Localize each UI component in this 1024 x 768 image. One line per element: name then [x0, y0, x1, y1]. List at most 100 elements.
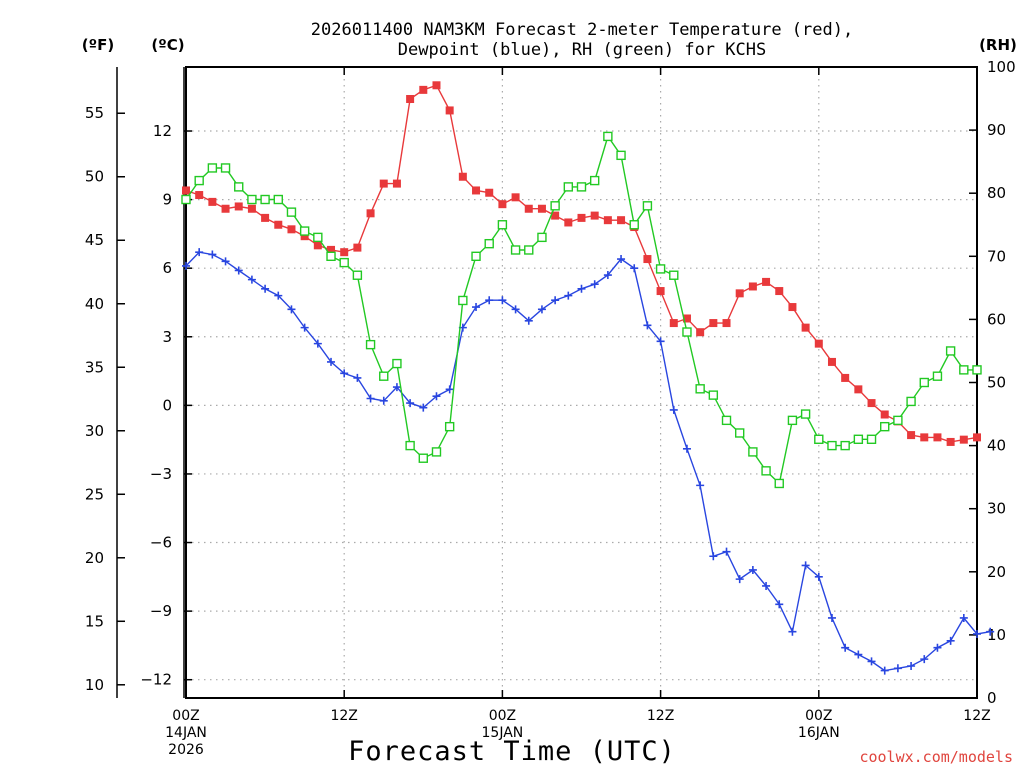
fahrenheit-tick-label: 20 [85, 549, 104, 567]
dewpoint-point [735, 575, 744, 584]
temperature-point [788, 303, 797, 312]
dewpoint-point [827, 613, 836, 622]
temperature-point [458, 172, 467, 181]
rh-point [945, 346, 956, 356]
celsius-tick-label: 9 [162, 191, 172, 209]
dewpoint-point [432, 392, 441, 401]
rh-point [537, 232, 547, 243]
rh-point [431, 447, 442, 457]
series-dewpoint [182, 248, 995, 675]
dewpoint-point [630, 264, 639, 273]
rh-point [181, 194, 191, 205]
dewpoint-point [208, 250, 217, 259]
temperature-point [485, 188, 494, 197]
x-tick-label: 12Z [647, 708, 674, 724]
temperature-point [340, 248, 349, 257]
x-tick-label: 15JAN [482, 725, 524, 741]
series-rh [181, 131, 982, 489]
dewpoint-point [920, 655, 929, 664]
x-tick-label: 00Z [172, 708, 199, 724]
rh-point [392, 358, 402, 369]
dewpoint-point [340, 369, 349, 378]
temperature-point [603, 216, 612, 225]
temperature-point [959, 435, 968, 444]
dewpoint-point [406, 399, 415, 408]
rh-point [286, 207, 297, 217]
temperature-point [617, 216, 626, 225]
temperature-point [208, 197, 217, 206]
temperature-point [313, 241, 322, 250]
dewpoint-point [617, 255, 626, 264]
rh-point [484, 238, 494, 249]
dewpoint-point [709, 552, 718, 561]
rh-point [418, 453, 428, 463]
rh-point [748, 447, 758, 457]
temperature-point [379, 179, 388, 188]
temperature-point [933, 433, 942, 442]
temperature-point [445, 106, 454, 115]
rh-tick-label: 80 [987, 184, 1006, 202]
dewpoint-point [669, 405, 678, 414]
temperature-point [432, 81, 441, 90]
x-tick-label: 2026 [168, 742, 204, 758]
dewpoint-point [247, 275, 256, 284]
temperature-point [735, 289, 744, 298]
temperature-point [511, 193, 520, 202]
temperature-point [551, 211, 560, 220]
rh-point [642, 201, 653, 211]
temperature-point [748, 282, 757, 291]
fahrenheit-tick-label: 40 [85, 295, 104, 313]
rh-point [260, 194, 270, 205]
dewpoint-point [986, 627, 995, 636]
rh-tick-label: 0 [987, 689, 997, 707]
rh-point [695, 384, 705, 394]
dewpoint-point [656, 337, 665, 346]
rh-point [365, 339, 376, 350]
rh-point [735, 428, 745, 438]
temperature-point [498, 200, 507, 209]
temperature-point [274, 220, 283, 229]
dewpoint-point [788, 627, 797, 636]
dewpoint-point [182, 261, 190, 270]
temperature-point [287, 225, 296, 234]
rh-point [893, 415, 903, 426]
rh-point [379, 371, 389, 381]
temperature-point [880, 410, 889, 419]
dewpoint-point [867, 657, 876, 666]
temperature-point [353, 243, 362, 252]
dewpoint-point [313, 339, 322, 348]
temperature-point [669, 319, 678, 328]
dewpoint-point [603, 271, 612, 280]
x-axis-label: Forecast Time (UTC) [348, 736, 676, 767]
dewpoint-point [973, 629, 981, 638]
dewpoint-point [274, 291, 283, 300]
rh-point [524, 245, 534, 255]
dewpoint-point [379, 396, 388, 405]
dewpoint-point [814, 572, 823, 581]
rh-point [589, 175, 600, 186]
rh-point [299, 226, 310, 236]
x-tick-label: 00Z [805, 708, 832, 724]
fahrenheit-tick-label: 45 [85, 231, 104, 249]
rh-point [906, 396, 916, 407]
fahrenheit-unit-label: (ºF) [82, 36, 114, 54]
temperature-point [814, 339, 823, 348]
rh-point [827, 440, 837, 451]
celsius-tick-label: −6 [150, 534, 172, 552]
rh-point [682, 327, 692, 337]
dewpoint-point [261, 284, 270, 293]
rh-point [563, 182, 574, 192]
rh-point [326, 251, 336, 262]
rh-point [510, 245, 521, 255]
rh-point [800, 409, 811, 419]
rh-point [972, 365, 982, 375]
title-line-1: 2026011400 NAM3KM Forecast 2-meter Tempe… [311, 20, 853, 40]
temperature-point [247, 204, 256, 213]
x-tick-label: 12Z [963, 708, 990, 724]
x-tick-label: 16JAN [798, 725, 840, 741]
dewpoint-point [907, 661, 916, 670]
rh-tick-label: 60 [987, 310, 1006, 328]
dewpoint-point [221, 257, 230, 266]
rh-point [339, 257, 349, 268]
dewpoint-point [946, 636, 955, 645]
